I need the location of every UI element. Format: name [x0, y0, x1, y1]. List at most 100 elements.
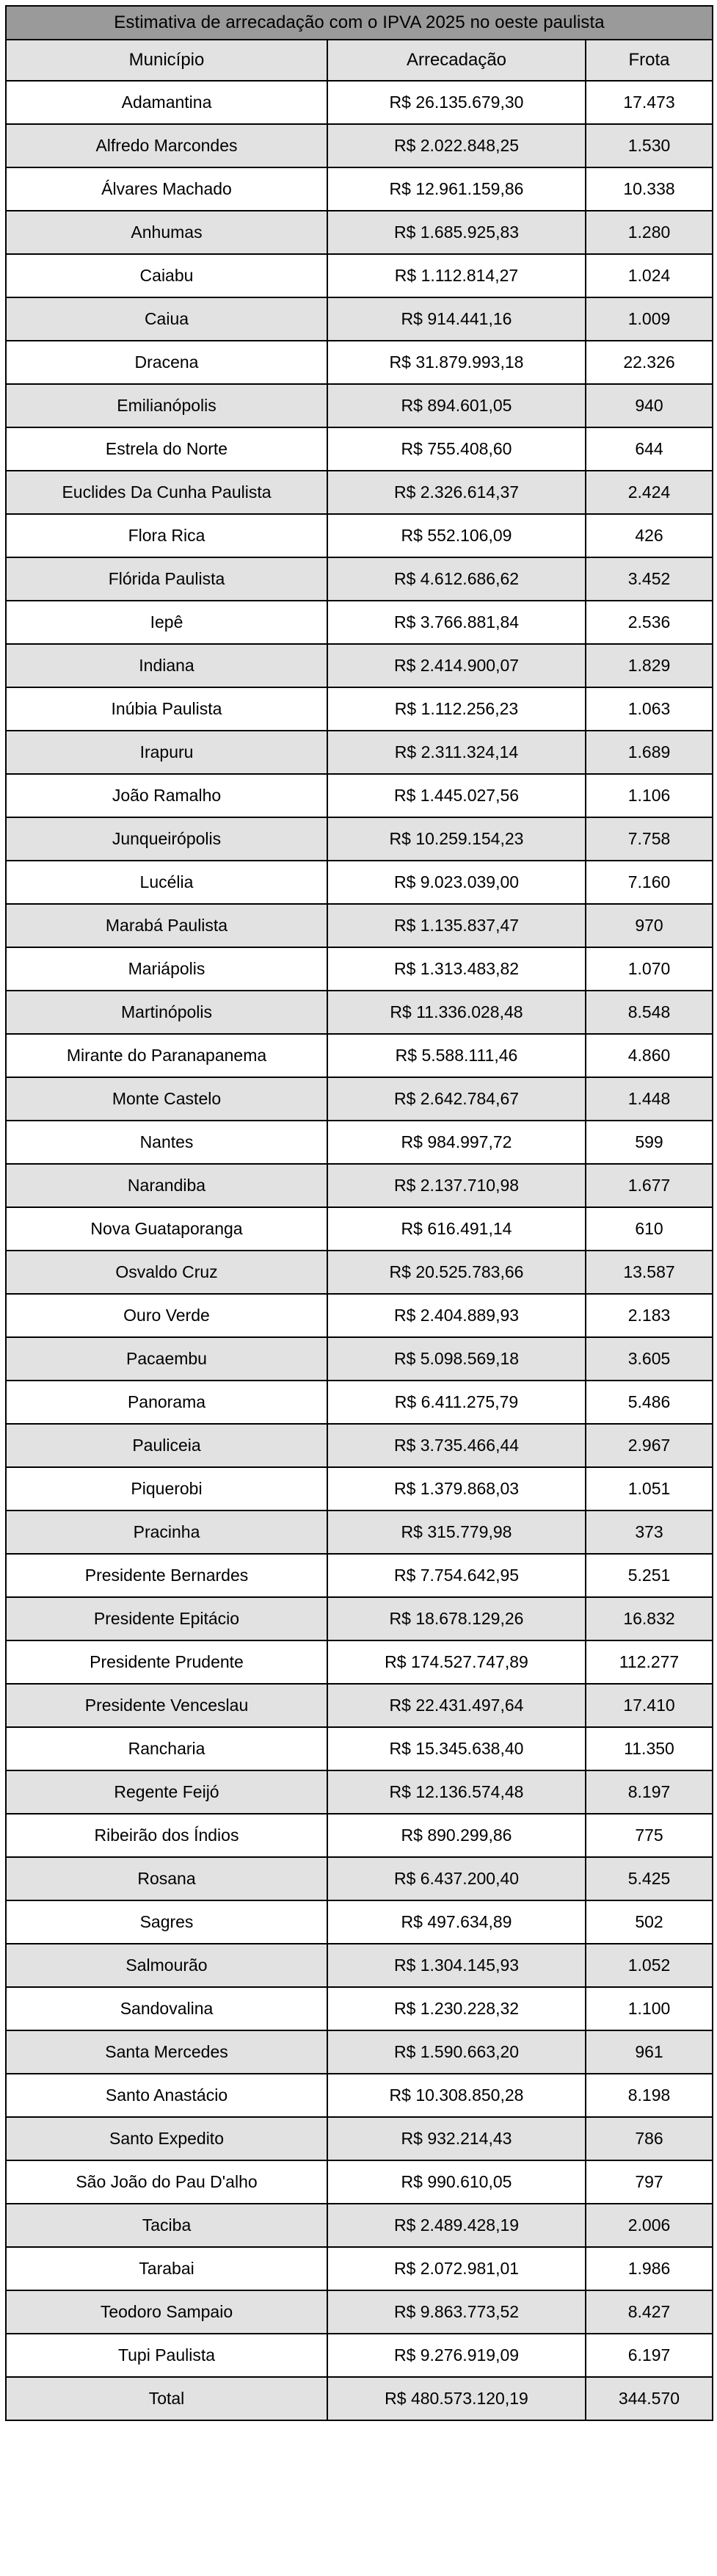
cell-frota: 1.009 [585, 297, 713, 341]
cell-arrecadacao: R$ 2.642.784,67 [327, 1077, 586, 1121]
column-header-frota[interactable]: Frota [585, 39, 713, 82]
cell-municipio: Tupi Paulista [5, 2333, 328, 2378]
cell-municipio: Pacaembu [5, 1336, 328, 1381]
cell-municipio: João Ramalho [5, 773, 328, 818]
cell-arrecadacao: R$ 894.601,05 [327, 383, 586, 428]
table-row: Presidente Epitácio R$ 18.678.129,26 16.83… [5, 1596, 713, 1641]
table-row: Presidente Venceslau R$ 22.431.497,64 17.4… [5, 1683, 713, 1728]
cell-arrecadacao: R$ 2.489.428,19 [327, 2203, 586, 2248]
cell-frota: 775 [585, 1813, 713, 1858]
cell-arrecadacao: R$ 932.214,43 [327, 2116, 586, 2161]
cell-arrecadacao: R$ 497.634,89 [327, 1900, 586, 1944]
cell-frota: 112.277 [585, 1640, 713, 1685]
table-row: Mariápolis R$ 1.313.483,82 1.070 [5, 947, 713, 991]
cell-frota: 7.160 [585, 860, 713, 905]
cell-arrecadacao: R$ 5.098.569,18 [327, 1336, 586, 1381]
table-row: Osvaldo Cruz R$ 20.525.783,66 13.587 [5, 1250, 713, 1295]
table-row: Dracena R$ 31.879.993,18 22.326 [5, 340, 713, 385]
cell-municipio: Indiana [5, 643, 328, 688]
ipva-revenue-table: Estimativa de arrecadação com o IPVA 202… [5, 5, 713, 2421]
cell-frota: 610 [585, 1206, 713, 1251]
cell-municipio: Álvares Machado [5, 167, 328, 211]
table-title-row: Estimativa de arrecadação com o IPVA 202… [5, 5, 713, 40]
table-row: Anhumas R$ 1.685.925,83 1.280 [5, 210, 713, 255]
cell-arrecadacao: R$ 1.685.925,83 [327, 210, 586, 255]
table-row: Taciba R$ 2.489.428,19 2.006 [5, 2203, 713, 2248]
cell-municipio: São João do Pau D'alho [5, 2160, 328, 2204]
cell-frota: 1.052 [585, 1943, 713, 1988]
cell-arrecadacao: R$ 4.612.686,62 [327, 557, 586, 601]
cell-municipio: Rancharia [5, 1726, 328, 1771]
cell-arrecadacao: R$ 984.997,72 [327, 1120, 586, 1165]
cell-frota: 2.536 [585, 600, 713, 645]
table-row: Martinópolis R$ 11.336.028,48 8.548 [5, 990, 713, 1035]
cell-frota: 11.350 [585, 1726, 713, 1771]
cell-arrecadacao: R$ 9.023.039,00 [327, 860, 586, 905]
cell-municipio: Sagres [5, 1900, 328, 1944]
cell-municipio: Alfredo Marcondes [5, 123, 328, 168]
cell-municipio: Emilianópolis [5, 383, 328, 428]
cell-frota: 10.338 [585, 167, 713, 211]
table-row: Emilianópolis R$ 894.601,05 940 [5, 383, 713, 428]
table-row: Nova Guataporanga R$ 616.491,14 610 [5, 1206, 713, 1251]
table-row: Tupi Paulista R$ 9.276.919,09 6.197 [5, 2333, 713, 2378]
cell-frota: 1.530 [585, 123, 713, 168]
cell-frota: 3.605 [585, 1336, 713, 1381]
column-header-arrecadacao[interactable]: Arrecadação [327, 39, 586, 82]
cell-arrecadacao: R$ 1.112.814,27 [327, 253, 586, 298]
cell-arrecadacao: R$ 6.411.275,79 [327, 1380, 586, 1425]
cell-arrecadacao: R$ 10.259.154,23 [327, 817, 586, 861]
table-row: Ouro Verde R$ 2.404.889,93 2.183 [5, 1293, 713, 1338]
cell-municipio: Presidente Venceslau [5, 1683, 328, 1728]
table-total-row: Total R$ 480.573.120,19 344.570 [5, 2376, 713, 2421]
cell-frota: 4.860 [585, 1033, 713, 1078]
cell-municipio: Presidente Bernardes [5, 1553, 328, 1598]
cell-arrecadacao: R$ 2.404.889,93 [327, 1293, 586, 1338]
table-row: Caiua R$ 914.441,16 1.009 [5, 297, 713, 341]
cell-frota: 2.006 [585, 2203, 713, 2248]
cell-arrecadacao: R$ 26.135.679,30 [327, 80, 586, 125]
cell-municipio: Dracena [5, 340, 328, 385]
cell-arrecadacao: R$ 20.525.783,66 [327, 1250, 586, 1295]
table-row: Presidente Prudente R$ 174.527.747,89 112.… [5, 1640, 713, 1685]
cell-frota: 1.051 [585, 1466, 713, 1511]
cell-frota: 17.410 [585, 1683, 713, 1728]
table-row: Iepê R$ 3.766.881,84 2.536 [5, 600, 713, 645]
cell-frota: 1.829 [585, 643, 713, 688]
table-row: Flórida Paulista R$ 4.612.686,62 3.452 [5, 557, 713, 601]
cell-arrecadacao: R$ 12.136.574,48 [327, 1770, 586, 1815]
cell-frota: 6.197 [585, 2333, 713, 2378]
table-row: Álvares Machado R$ 12.961.159,86 10.338 [5, 167, 713, 211]
column-header-municipio[interactable]: Município [5, 39, 328, 82]
cell-municipio: Santo Expedito [5, 2116, 328, 2161]
table-row: Inúbia Paulista R$ 1.112.256,23 1.063 [5, 687, 713, 731]
table-row: Regente Feijó R$ 12.136.574,48 8.197 [5, 1770, 713, 1815]
cell-arrecadacao: R$ 12.961.159,86 [327, 167, 586, 211]
cell-arrecadacao: R$ 2.022.848,25 [327, 123, 586, 168]
cell-frota: 1.689 [585, 730, 713, 775]
cell-frota: 22.326 [585, 340, 713, 385]
cell-arrecadacao: R$ 315.779,98 [327, 1510, 586, 1555]
table-row: Piquerobi R$ 1.379.868,03 1.051 [5, 1466, 713, 1511]
cell-municipio: Lucélia [5, 860, 328, 905]
cell-municipio: Pauliceia [5, 1423, 328, 1468]
cell-arrecadacao: R$ 3.735.466,44 [327, 1423, 586, 1468]
cell-municipio: Pracinha [5, 1510, 328, 1555]
table-row: Caiabu R$ 1.112.814,27 1.024 [5, 253, 713, 298]
cell-arrecadacao: R$ 616.491,14 [327, 1206, 586, 1251]
table-row: Santo Expedito R$ 932.214,43 786 [5, 2116, 713, 2161]
cell-municipio: Caiabu [5, 253, 328, 298]
cell-arrecadacao: R$ 10.308.850,28 [327, 2073, 586, 2118]
table-row: Nantes R$ 984.997,72 599 [5, 1120, 713, 1165]
cell-frota: 8.548 [585, 990, 713, 1035]
table-row: Sagres R$ 497.634,89 502 [5, 1900, 713, 1944]
table-row: Rosana R$ 6.437.200,40 5.425 [5, 1856, 713, 1901]
table-row: São João do Pau D'alho R$ 990.610,05 797 [5, 2160, 713, 2204]
cell-frota: 373 [585, 1510, 713, 1555]
cell-municipio: Regente Feijó [5, 1770, 328, 1815]
cell-municipio: Presidente Epitácio [5, 1596, 328, 1641]
table-row: Teodoro Sampaio R$ 9.863.773,52 8.427 [5, 2290, 713, 2334]
cell-frota: 970 [585, 903, 713, 948]
cell-municipio: Santo Anastácio [5, 2073, 328, 2118]
cell-arrecadacao: R$ 2.414.900,07 [327, 643, 586, 688]
